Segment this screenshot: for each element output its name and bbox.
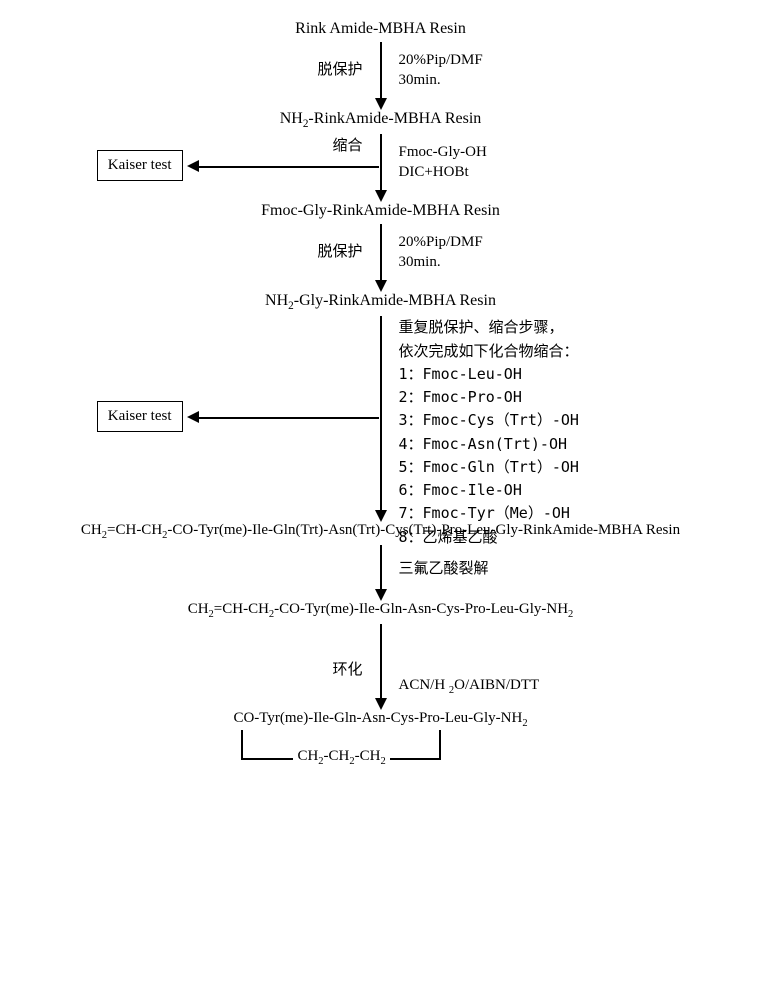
step-tfa: 三氟乙酸裂解 [10, 541, 751, 601]
branch-line-1 [199, 166, 379, 168]
node-resin-start: Rink Amide-MBHA Resin [295, 20, 466, 38]
node-nh2-resin: NH2-RinkAmide-MBHA Resin [280, 110, 482, 130]
node-linear-peptide: CH2=CH-CH2-CO-Tyr(me)-Ile-Gln-Asn-Cys-Pr… [188, 601, 574, 620]
label-cyclize: 环化 [332, 660, 362, 680]
node-fmoc-gly-resin: Fmoc-Gly-RinkAmide-MBHA Resin [261, 202, 500, 220]
step-repeat: 重复脱保护、缩合步骤， 依次完成如下化合物缩合： 1：Fmoc-Leu-OH 2… [10, 312, 751, 522]
synthesis-flowchart: Rink Amide-MBHA Resin 脱保护 20%Pip/DMF30mi… [10, 20, 751, 769]
label-pip-2: 20%Pip/DMF30min. [399, 232, 483, 273]
kaiser-test-1: Kaiser test [97, 150, 183, 181]
label-deprotect-1: 脱保护 [317, 60, 362, 80]
label-deprotect-2: 脱保护 [317, 242, 362, 262]
branch-head-1 [187, 160, 199, 172]
bridge-ch2: CH2-CH2-CH2 [293, 748, 389, 767]
node-nh2-gly-resin: NH2-Gly-RinkAmide-MBHA Resin [265, 292, 496, 312]
repeat-list: 重复脱保护、缩合步骤， 依次完成如下化合物缩合： 1：Fmoc-Leu-OH 2… [399, 316, 579, 549]
cyclic-sequence: CO-Tyr(me)-Ile-Gln-Asn-Cys-Pro-Leu-Gly-N… [233, 710, 527, 729]
node-full-protected-peptide: CH2=CH-CH2-CO-Tyr(me)-Ile-Gln(Trt)-Asn(T… [81, 522, 680, 541]
branch-head-2 [187, 411, 199, 423]
label-condense-1: 缩合 [332, 136, 362, 156]
label-tfa: 三氟乙酸裂解 [399, 559, 489, 579]
branch-line-2 [199, 417, 379, 419]
step-cyclize: 环化 ACN/H 2O/AIBN/DTT [10, 620, 751, 710]
node-cyclic-product: CO-Tyr(me)-Ile-Gln-Asn-Cys-Pro-Leu-Gly-N… [233, 710, 527, 769]
label-fmocgly: Fmoc-Gly-OHDIC+HOBt [399, 142, 487, 183]
step-condense-1: 缩合 Fmoc-Gly-OHDIC+HOBt Kaiser test [10, 130, 751, 202]
label-pip-1: 20%Pip/DMF30min. [399, 50, 483, 91]
kaiser-test-2: Kaiser test [97, 401, 183, 432]
step-deprotect-1: 脱保护 20%Pip/DMF30min. [10, 38, 751, 110]
label-acn: ACN/H 2O/AIBN/DTT [399, 675, 540, 698]
step-deprotect-2: 脱保护 20%Pip/DMF30min. [10, 220, 751, 292]
